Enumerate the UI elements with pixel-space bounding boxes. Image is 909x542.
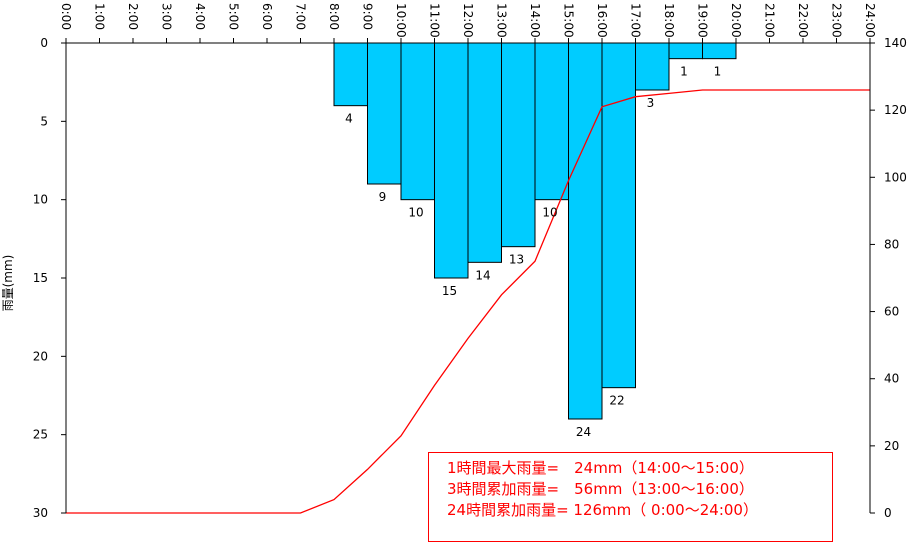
x-tick-label: 18:00 <box>662 3 676 38</box>
bar-value-label: 1 <box>714 65 722 79</box>
left-tick-label: 25 <box>33 428 48 442</box>
cumulative-line <box>66 89 870 514</box>
x-tick-label: 7:00 <box>294 3 308 30</box>
y-axis-label: 雨量(mm) <box>1 255 15 312</box>
x-axis-ticks: 0:00 1:00 2:00 3:00 4:00 5:00 6:00 7:00 8:00 9:00… <box>59 3 877 43</box>
bar <box>668 42 703 60</box>
right-tick-label: 40 <box>884 372 899 386</box>
bar-value-label: 4 <box>345 112 353 126</box>
x-tick-label: 11:00 <box>428 3 442 38</box>
bar-value-label: 13 <box>509 253 524 267</box>
bar <box>400 42 435 201</box>
bar <box>467 42 502 263</box>
bar-value-label: 15 <box>442 284 457 298</box>
bar-value-label: 10 <box>542 206 557 220</box>
rainfall-chart: 0:00 1:00 2:00 3:00 4:00 5:00 6:00 7:00 8:00 9:00… <box>1 3 907 520</box>
x-tick-label: 0:00 <box>59 3 73 30</box>
right-tick-label: 120 <box>884 103 907 117</box>
left-tick-label: 0 <box>40 36 48 50</box>
x-tick-label: 16:00 <box>595 3 609 38</box>
bar <box>601 42 636 389</box>
x-tick-label: 5:00 <box>227 3 241 30</box>
bar <box>501 42 536 248</box>
x-tick-label: 23:00 <box>830 3 844 38</box>
right-tick-label: 60 <box>884 305 899 319</box>
bar <box>367 42 402 185</box>
bar <box>568 42 603 420</box>
rainfall-summary-box: 1時間最大雨量= 24mm（14:00～15:00） 3時間累加雨量= 56mm… <box>428 452 833 542</box>
bar-series <box>333 42 737 420</box>
bar-data-labels: 4 9 10 15 14 13 10 24 22 3 1 1 <box>345 65 721 439</box>
x-tick-label: 21:00 <box>763 3 777 38</box>
x-tick-label: 20:00 <box>729 3 743 38</box>
right-tick-label: 20 <box>884 439 899 453</box>
x-tick-label: 6:00 <box>260 3 274 30</box>
x-tick-label: 3:00 <box>160 3 174 30</box>
x-tick-label: 24:00 <box>863 3 877 38</box>
bar-value-label: 24 <box>576 425 591 439</box>
x-tick-label: 12:00 <box>461 3 475 38</box>
x-tick-label: 10:00 <box>394 3 408 38</box>
x-tick-label: 15:00 <box>562 3 576 38</box>
bar-value-label: 22 <box>609 394 624 408</box>
bar-value-label: 10 <box>408 206 423 220</box>
cumulative-line-series <box>66 89 870 514</box>
bar <box>534 42 569 201</box>
x-tick-label: 17:00 <box>629 3 643 38</box>
max-hourly-rainfall: 1時間最大雨量= 24mm（14:00～15:00） <box>447 459 754 477</box>
three-hour-cumulative-rainfall: 3時間累加雨量= 56mm（13:00～16:00） <box>447 480 754 498</box>
right-tick-label: 0 <box>884 506 892 520</box>
daily-cumulative-rainfall: 24時間累加雨量= 126mm（ 0:00～24:00） <box>447 501 758 519</box>
left-axis-ticks: 0 5 10 15 20 25 30 <box>33 36 66 520</box>
x-tick-label: 22:00 <box>796 3 810 38</box>
bar-value-label: 9 <box>379 190 387 204</box>
x-tick-label: 8:00 <box>327 3 341 30</box>
bar-value-label: 3 <box>647 96 655 110</box>
bar <box>434 42 469 279</box>
bar <box>635 42 670 91</box>
x-tick-label: 4:00 <box>193 3 207 30</box>
x-tick-label: 13:00 <box>495 3 509 38</box>
right-tick-label: 100 <box>884 170 907 184</box>
left-tick-label: 15 <box>33 271 48 285</box>
bar-value-label: 14 <box>475 268 490 282</box>
right-tick-label: 80 <box>884 237 899 251</box>
x-tick-label: 14:00 <box>528 3 542 38</box>
right-axis-ticks: 140 120 100 80 60 40 20 0 <box>870 36 907 520</box>
right-tick-label: 140 <box>884 36 907 50</box>
bar-value-label: 1 <box>680 65 688 79</box>
left-tick-label: 10 <box>33 193 48 207</box>
x-tick-label: 9:00 <box>361 3 375 30</box>
x-tick-label: 19:00 <box>696 3 710 38</box>
bar <box>702 42 737 60</box>
left-tick-label: 30 <box>33 506 48 520</box>
x-tick-label: 2:00 <box>126 3 140 30</box>
x-tick-label: 1:00 <box>93 3 107 30</box>
left-tick-label: 5 <box>40 114 48 128</box>
bar <box>333 42 368 107</box>
left-tick-label: 20 <box>33 349 48 363</box>
